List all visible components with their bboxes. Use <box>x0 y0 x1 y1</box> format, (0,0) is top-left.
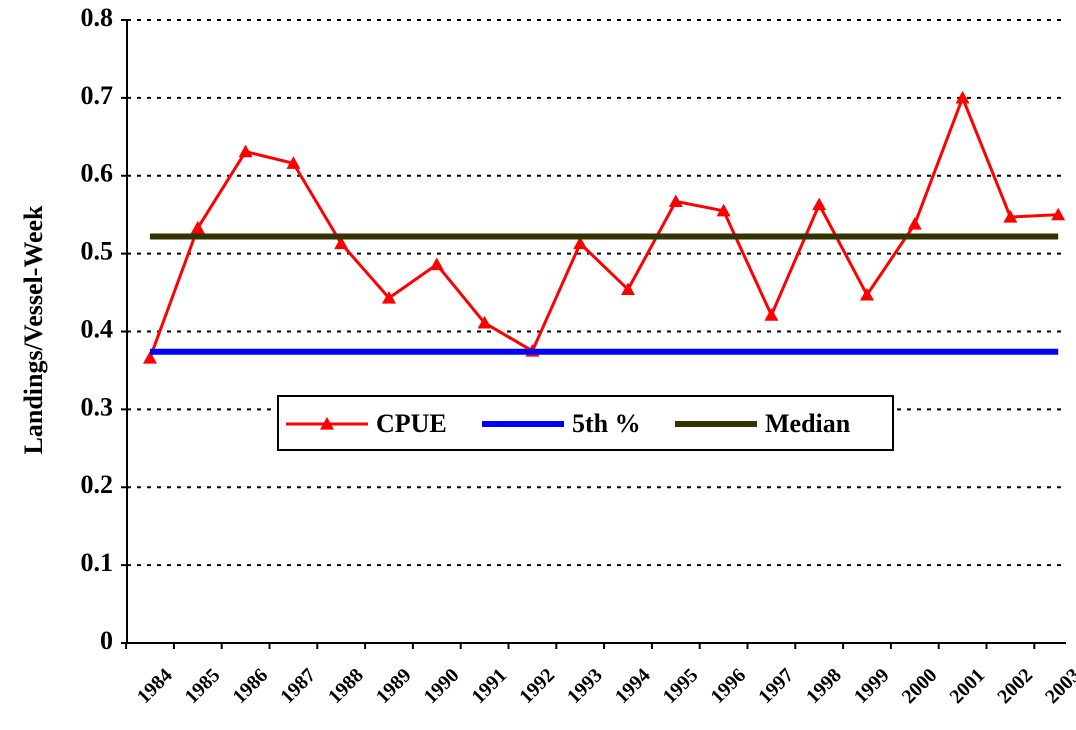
x-tick-label: 1990 <box>420 664 464 708</box>
x-tick-label: 1988 <box>324 664 368 708</box>
x-tick-label: 1997 <box>754 664 798 708</box>
legend-label: Median <box>765 409 851 438</box>
x-tick-label: 1991 <box>467 664 511 708</box>
marker <box>573 236 588 250</box>
series-line <box>148 93 1059 359</box>
x-tick-label: 2001 <box>945 664 989 708</box>
marker <box>1003 210 1018 223</box>
y-tick-label: 0.8 <box>81 3 114 32</box>
y-tick-label: 0.4 <box>81 314 114 343</box>
x-tick-label: 1993 <box>563 664 607 708</box>
marker <box>286 156 301 169</box>
y-tick-label: 0.2 <box>81 470 114 499</box>
y-tick-label: 0.6 <box>81 159 114 188</box>
marker <box>334 236 349 250</box>
marker <box>477 315 492 329</box>
x-tick-label: 1998 <box>802 664 846 708</box>
x-tick-label: 1995 <box>659 664 703 708</box>
marker <box>382 291 396 304</box>
marker <box>1051 207 1066 221</box>
x-tick-label: 1999 <box>850 664 894 708</box>
marker <box>429 257 444 271</box>
y-tick-label: 0.7 <box>81 81 114 110</box>
x-tick-label: 1992 <box>515 664 559 708</box>
x-tick-label: 1986 <box>228 664 272 708</box>
marker <box>621 282 635 296</box>
y-tick-label: 0 <box>100 626 113 655</box>
x-tick-label: 1984 <box>133 664 177 708</box>
x-tick-label: 1987 <box>276 664 320 708</box>
x-tick-label: 2002 <box>993 664 1037 708</box>
marker <box>955 90 970 104</box>
marker <box>764 308 779 321</box>
marker <box>860 287 874 301</box>
marker <box>907 217 922 230</box>
y-tick-label: 0.3 <box>81 392 114 421</box>
x-tick-label: 1985 <box>181 664 225 708</box>
marker <box>716 203 731 217</box>
y-tick-label: 0.5 <box>81 237 114 266</box>
x-tick-label: 1989 <box>372 664 416 708</box>
marker <box>190 220 205 234</box>
legend-marker <box>320 417 334 430</box>
x-tick-label: 2000 <box>898 664 942 708</box>
x-tick-label: 1994 <box>611 664 655 708</box>
marker <box>812 197 827 211</box>
y-tick-label: 0.1 <box>81 548 114 577</box>
marker <box>238 144 253 158</box>
legend-label: 5th % <box>572 409 641 438</box>
marker <box>143 350 157 364</box>
x-tick-label: 1996 <box>706 664 750 708</box>
marker <box>668 194 683 208</box>
legend-label: CPUE <box>376 409 447 438</box>
legend-box <box>277 395 894 451</box>
y-axis-label: Landings/Vessel-Week <box>19 205 48 455</box>
x-tick-label: 2003 <box>1041 664 1076 708</box>
